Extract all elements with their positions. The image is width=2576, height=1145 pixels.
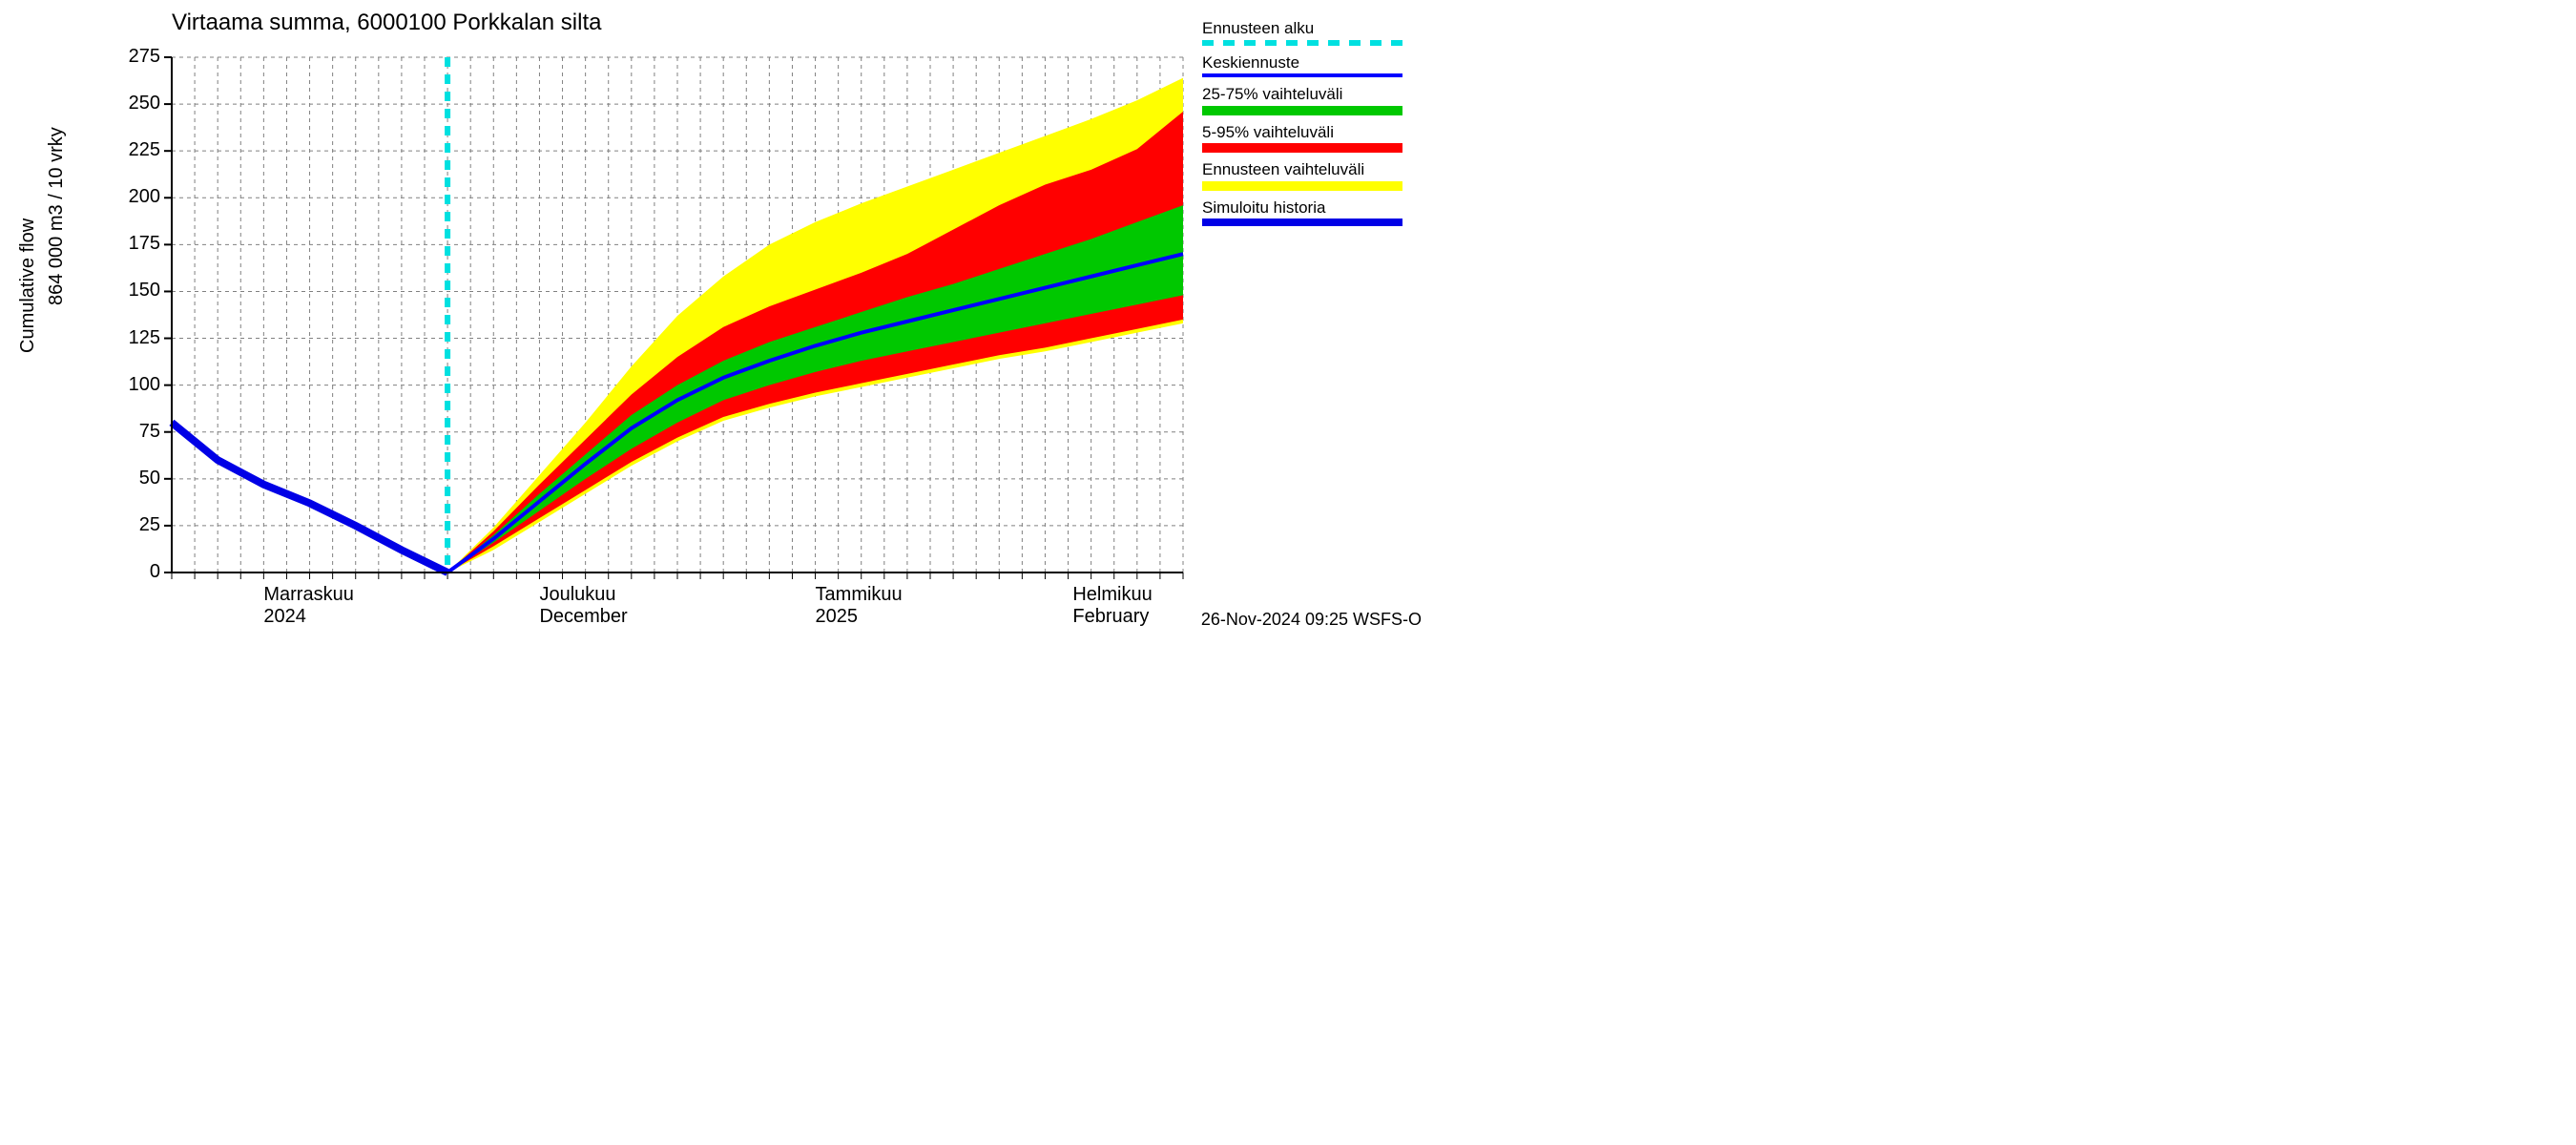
legend-item: Simuloitu historia — [1202, 198, 1422, 227]
chart-container: Virtaama summa, 6000100 Porkkalan silta … — [0, 0, 1431, 635]
legend-swatch — [1202, 181, 1402, 191]
y-tick-label: 175 — [113, 233, 160, 255]
legend-swatch — [1202, 143, 1402, 153]
y-tick-label: 200 — [113, 186, 160, 208]
legend: Ennusteen alku Keskiennuste 25-75% vaihtel… — [1202, 19, 1422, 234]
legend-label: Keskiennuste — [1202, 53, 1422, 73]
x-axis-label: HelmikuuFebruary — [1072, 584, 1152, 628]
y-tick-label: 125 — [113, 327, 160, 349]
legend-item: Ennusteen vaihteluväli — [1202, 160, 1422, 191]
legend-label: Ennusteen alku — [1202, 19, 1422, 38]
legend-swatch — [1202, 106, 1402, 115]
y-tick-label: 225 — [113, 139, 160, 161]
legend-label: 5-95% vaihteluväli — [1202, 123, 1422, 142]
legend-item: Keskiennuste — [1202, 53, 1422, 78]
legend-label: 25-75% vaihteluväli — [1202, 85, 1422, 104]
legend-swatch — [1202, 219, 1402, 226]
y-tick-label: 75 — [113, 421, 160, 443]
legend-swatch — [1202, 40, 1402, 46]
legend-label: Ennusteen vaihteluväli — [1202, 160, 1422, 179]
x-axis-label: Tammikuu2025 — [816, 584, 903, 628]
y-tick-label: 0 — [113, 561, 160, 583]
x-axis-label: JoulukuuDecember — [539, 584, 627, 628]
y-tick-label: 275 — [113, 46, 160, 68]
y-tick-label: 250 — [113, 93, 160, 114]
y-tick-label: 50 — [113, 468, 160, 489]
legend-item: Ennusteen alku — [1202, 19, 1422, 46]
x-axis-label: Marraskuu2024 — [263, 584, 353, 628]
legend-item: 5-95% vaihteluväli — [1202, 123, 1422, 154]
legend-swatch — [1202, 73, 1402, 77]
legend-label: Simuloitu historia — [1202, 198, 1422, 218]
y-tick-label: 100 — [113, 374, 160, 396]
y-tick-label: 150 — [113, 280, 160, 302]
y-tick-label: 25 — [113, 514, 160, 536]
legend-item: 25-75% vaihteluväli — [1202, 85, 1422, 115]
